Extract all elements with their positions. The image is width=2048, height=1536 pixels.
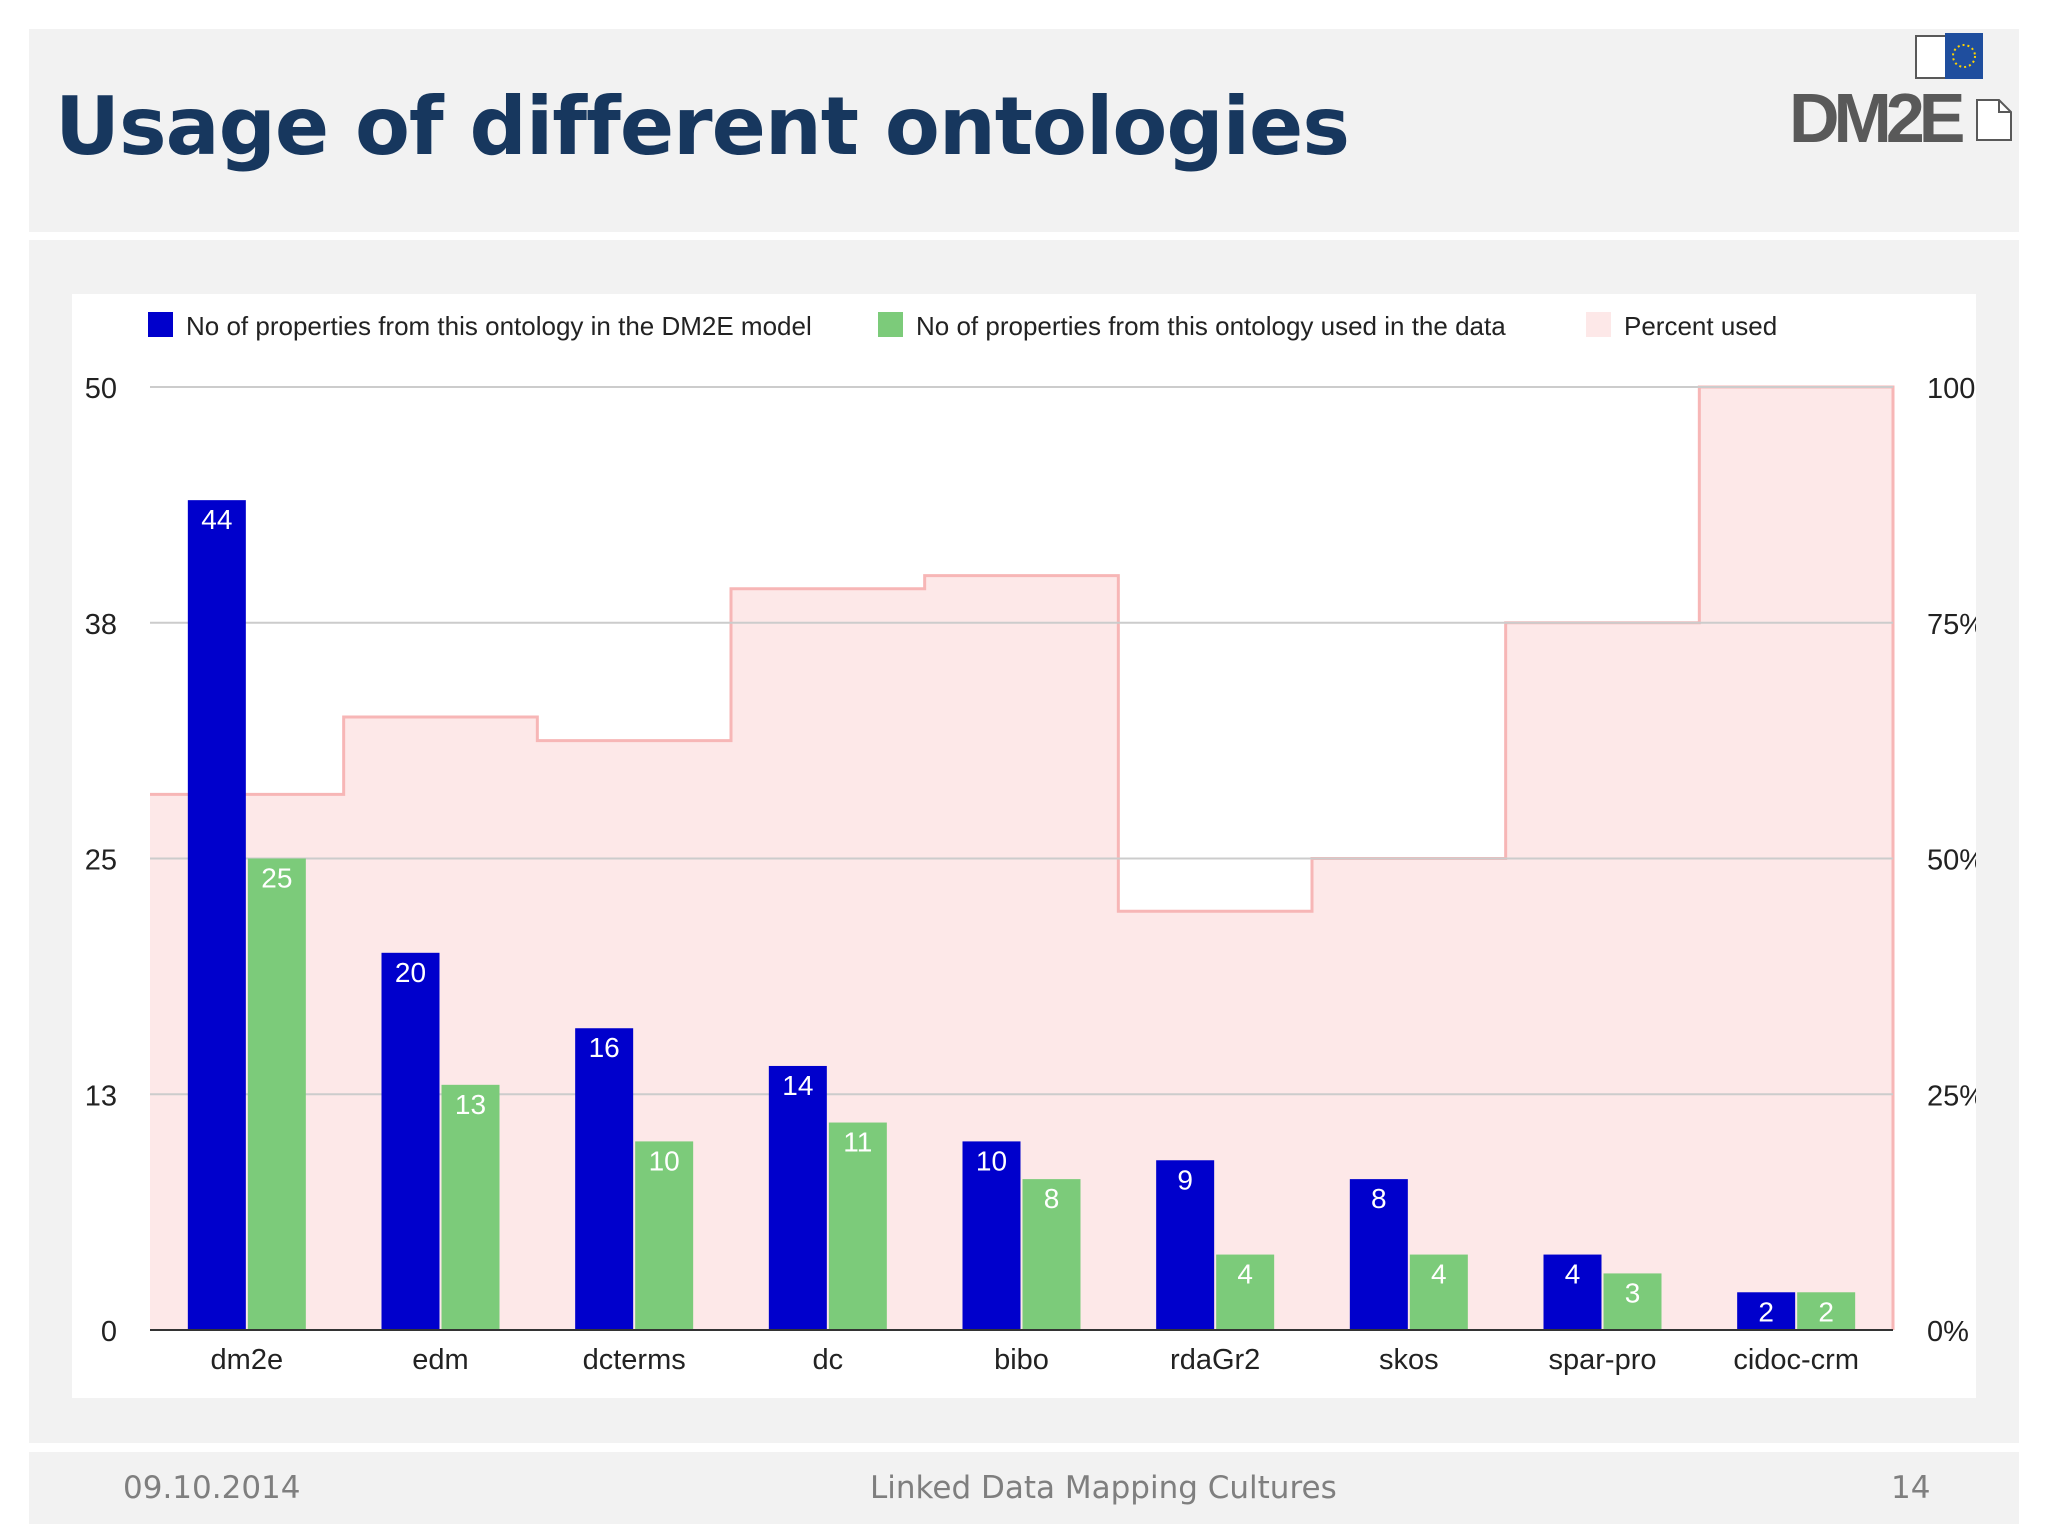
- x-tick-label: spar-pro: [1549, 1344, 1657, 1376]
- document-icon: [1976, 99, 2012, 141]
- bar-model-rdaGr2: [1156, 1160, 1215, 1330]
- header-band: [29, 29, 2019, 232]
- footer-presentation-title: Linked Data Mapping Cultures: [870, 1470, 1337, 1506]
- data-label-data: 11: [843, 1127, 872, 1158]
- legend-label: Percent used: [1624, 311, 1777, 341]
- data-label-model: 20: [395, 957, 426, 988]
- data-label-model: 14: [782, 1070, 813, 1101]
- footer-date: 09.10.2014: [123, 1470, 301, 1506]
- y-tick-label-right: 100%: [1927, 373, 1976, 405]
- y-tick-label-right: 50%: [1927, 845, 1976, 877]
- y-tick-label-left: 13: [85, 1080, 117, 1112]
- x-tick-label: dc: [813, 1344, 844, 1376]
- svg-text:DM2E: DM2E: [1789, 79, 1963, 150]
- data-label-data: 2: [1818, 1296, 1834, 1327]
- data-label-data: 8: [1044, 1183, 1060, 1214]
- bar-model-skos: [1349, 1179, 1408, 1330]
- y-tick-label-left: 0: [101, 1316, 117, 1348]
- bar-model-spar-pro: [1543, 1254, 1602, 1330]
- bar-model-dcterms: [575, 1028, 634, 1330]
- dm2e-logo: DM2E: [1789, 33, 2012, 150]
- bar-data-spar-pro: [1603, 1273, 1662, 1330]
- bar-data-dm2e: [247, 858, 306, 1330]
- y-tick-label-left: 50: [85, 373, 117, 405]
- data-label-model: 16: [589, 1032, 620, 1063]
- x-tick-label: cidoc-crm: [1733, 1344, 1859, 1376]
- legend-swatch: [1586, 312, 1611, 337]
- x-tick-label: edm: [412, 1344, 468, 1376]
- data-label-data: 3: [1625, 1277, 1641, 1308]
- bar-data-bibo: [1022, 1179, 1081, 1330]
- bar-model-edm: [381, 952, 440, 1330]
- x-tick-label: dcterms: [583, 1344, 686, 1376]
- chart-panel: 44 25 20 13 16 10 14 11 10 8 9 4 8 4 4 3 2 2 0 13 25 38 50 0% 2…: [72, 294, 1976, 1398]
- data-label-model: 4: [1565, 1259, 1581, 1290]
- data-label-data: 4: [1431, 1259, 1447, 1290]
- bar-model-dm2e: [187, 500, 246, 1330]
- data-label-model: 10: [976, 1145, 1007, 1176]
- y-tick-label-right: 0%: [1927, 1316, 1969, 1348]
- data-label-model: 9: [1177, 1164, 1193, 1195]
- legend-swatch: [878, 312, 903, 337]
- y-tick-label-left: 25: [85, 845, 117, 877]
- x-tick-label: skos: [1379, 1344, 1439, 1376]
- y-tick-label-right: 25%: [1927, 1080, 1976, 1112]
- data-label-data: 25: [261, 863, 292, 894]
- bar-model-cidoc-crm: [1737, 1292, 1796, 1330]
- data-label-model: 2: [1758, 1296, 1774, 1327]
- bar-data-rdaGr2: [1216, 1254, 1275, 1330]
- legend-label: No of properties from this ontology in t…: [186, 311, 812, 341]
- legend-label: No of properties from this ontology used…: [916, 311, 1506, 341]
- data-label-model: 44: [201, 504, 232, 535]
- x-tick-label: rdaGr2: [1170, 1344, 1260, 1376]
- bar-data-dc: [828, 1122, 887, 1330]
- x-tick-label: bibo: [994, 1344, 1049, 1376]
- y-tick-label-left: 38: [85, 609, 117, 641]
- data-label-model: 8: [1371, 1183, 1387, 1214]
- y-tick-label-right: 75%: [1927, 609, 1976, 641]
- eu-flag-icon: [1945, 33, 1983, 79]
- data-label-data: 13: [455, 1089, 486, 1120]
- x-tick-label: dm2e: [211, 1344, 284, 1376]
- slide-title: Usage of different ontologies: [55, 80, 1350, 173]
- page-number: 14: [1891, 1470, 1931, 1506]
- data-label-data: 4: [1237, 1259, 1253, 1290]
- bar-data-dcterms: [635, 1141, 694, 1330]
- bar-data-cidoc-crm: [1797, 1292, 1856, 1330]
- legend-swatch: [148, 312, 173, 337]
- bar-model-bibo: [962, 1141, 1021, 1330]
- footer-band: [29, 1452, 2019, 1524]
- bar-data-edm: [441, 1084, 500, 1330]
- bar-data-skos: [1409, 1254, 1468, 1330]
- data-label-data: 10: [649, 1145, 680, 1176]
- bar-model-dc: [768, 1065, 827, 1330]
